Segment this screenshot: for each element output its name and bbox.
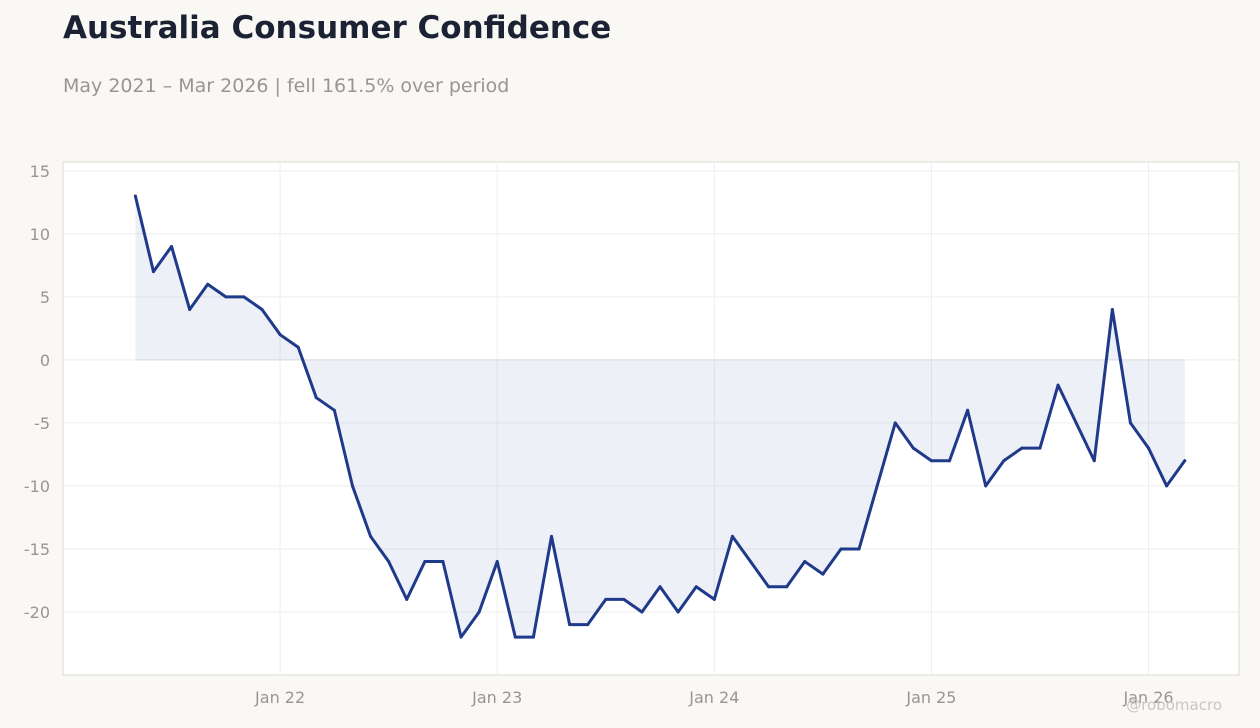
chart-title: Australia Consumer Confidence	[63, 10, 612, 46]
data-point	[911, 446, 915, 450]
data-point	[568, 623, 572, 627]
data-point	[224, 295, 228, 299]
data-point	[296, 345, 300, 349]
series-layer	[133, 194, 1187, 639]
x-tick-label: Jan 23	[471, 688, 522, 707]
data-point	[151, 270, 155, 274]
y-tick-label: -20	[24, 603, 50, 622]
data-point	[350, 484, 354, 488]
data-point	[170, 244, 174, 248]
data-point	[260, 307, 264, 311]
x-tick-label: Jan 24	[688, 688, 739, 707]
data-point	[1128, 421, 1132, 425]
x-tick-label: Jan 26	[1122, 688, 1173, 707]
plot-area	[62, 161, 1240, 676]
data-point	[984, 484, 988, 488]
data-point	[712, 597, 716, 601]
data-point	[658, 585, 662, 589]
data-point	[857, 547, 861, 551]
data-point	[133, 194, 137, 198]
data-point	[622, 597, 626, 601]
chart-subtitle: May 2021 – Mar 2026 | fell 161.5% over p…	[63, 75, 510, 97]
data-point	[1147, 446, 1151, 450]
data-point	[314, 396, 318, 400]
y-tick-label: -10	[24, 477, 50, 496]
data-point	[369, 534, 373, 538]
data-point	[387, 560, 391, 564]
data-point	[188, 307, 192, 311]
data-point	[513, 635, 517, 639]
data-point	[785, 585, 789, 589]
y-tick-label: -5	[34, 414, 50, 433]
data-point	[1002, 459, 1006, 463]
data-point	[206, 282, 210, 286]
data-point	[332, 408, 336, 412]
data-point	[640, 610, 644, 614]
data-point	[1056, 383, 1060, 387]
x-axis: Jan 22 Jan 23 Jan 24 Jan 25 Jan 26	[254, 688, 1174, 707]
data-point	[1165, 484, 1169, 488]
data-point	[423, 560, 427, 564]
data-point	[549, 534, 553, 538]
x-tick-label: Jan 22	[254, 688, 305, 707]
data-point	[477, 610, 481, 614]
y-axis: 15 10 5 0 -5 -10 -15 -20	[24, 162, 50, 622]
data-point	[839, 547, 843, 551]
data-point	[405, 597, 409, 601]
data-point	[803, 560, 807, 564]
x-tick-label: Jan 25	[905, 688, 956, 707]
area-fill	[135, 196, 1185, 638]
data-point	[749, 560, 753, 564]
data-point	[441, 560, 445, 564]
data-point	[495, 560, 499, 564]
data-point	[966, 408, 970, 412]
data-point	[1092, 459, 1096, 463]
data-point	[948, 459, 952, 463]
data-point	[1110, 307, 1114, 311]
data-point	[586, 623, 590, 627]
data-point	[459, 635, 463, 639]
data-point	[278, 333, 282, 337]
y-tick-label: 15	[30, 162, 50, 181]
watermark: @robomacro	[1126, 696, 1222, 714]
data-point	[531, 635, 535, 639]
data-point	[1038, 446, 1042, 450]
data-point	[1020, 446, 1024, 450]
data-point	[1183, 459, 1187, 463]
data-point	[821, 572, 825, 576]
data-point	[1074, 421, 1078, 425]
y-tick-label: 5	[40, 288, 50, 307]
y-tick-label: 10	[30, 225, 50, 244]
data-point	[875, 484, 879, 488]
data-point	[676, 610, 680, 614]
area-layer	[135, 196, 1185, 638]
data-point	[694, 585, 698, 589]
data-point	[730, 534, 734, 538]
data-point	[767, 585, 771, 589]
y-tick-label: -15	[24, 540, 50, 559]
data-point	[893, 421, 897, 425]
y-tick-label: 0	[40, 351, 50, 370]
data-point	[604, 597, 608, 601]
data-point	[242, 295, 246, 299]
data-point	[929, 459, 933, 463]
